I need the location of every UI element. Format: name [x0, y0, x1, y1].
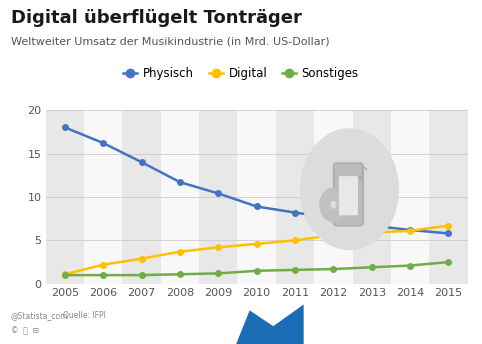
Text: @Statista_com: @Statista_com [11, 311, 68, 320]
Bar [314, 110, 352, 284]
Text: Quelle: IFPI: Quelle: IFPI [63, 311, 106, 320]
Bar [391, 110, 429, 284]
Text: ©  ⓘ  ⊟: © ⓘ ⊟ [11, 326, 39, 335]
Text: statista: statista [416, 318, 474, 331]
Bar [276, 110, 314, 284]
Bar [84, 110, 122, 284]
Bar [238, 110, 276, 284]
Bar [46, 110, 84, 284]
Circle shape [301, 129, 398, 249]
Text: ⧸: ⧸ [473, 319, 480, 329]
Bar [199, 110, 238, 284]
Circle shape [320, 188, 348, 222]
Text: ♪: ♪ [356, 164, 368, 183]
Bar [352, 110, 391, 284]
Circle shape [330, 201, 337, 209]
Bar [122, 110, 161, 284]
Bar [429, 110, 468, 284]
Legend: Physisch, Digital, Sonstiges: Physisch, Digital, Sonstiges [119, 63, 363, 85]
FancyBboxPatch shape [339, 176, 358, 215]
Text: Weltweiter Umsatz der Musikindustrie (in Mrd. US-Dollar): Weltweiter Umsatz der Musikindustrie (in… [11, 36, 329, 46]
PathPatch shape [236, 304, 304, 344]
Text: Digital überflügelt Tonträger: Digital überflügelt Tonträger [11, 9, 301, 26]
FancyBboxPatch shape [334, 163, 363, 226]
Bar [161, 110, 199, 284]
